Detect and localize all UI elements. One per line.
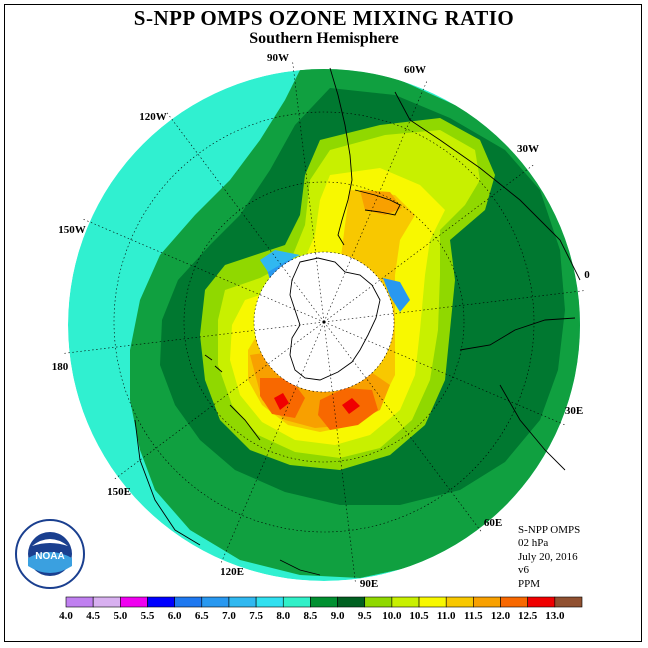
colorbar-label: 7.5 (249, 610, 263, 622)
colorbar-label: 6.5 (195, 610, 209, 622)
colorbar-swatch (147, 596, 175, 608)
colorbar-swatch (92, 596, 121, 608)
longitude-label: 120E (220, 566, 244, 578)
colorbar-label: 11.5 (464, 610, 483, 622)
antarctica-coast (289, 257, 381, 381)
map-title: S-NPP OMPS OZONE MIXING RATIO (133, 6, 515, 30)
info-date: July 20, 2016 (518, 550, 578, 563)
colorbar-label: 12.5 (518, 610, 538, 622)
longitude-label: 30W (517, 143, 539, 155)
colorbar-swatch (527, 596, 556, 608)
coastlines (134, 67, 581, 576)
colorbar-swatch (554, 596, 583, 608)
longitude-label: 60E (484, 517, 502, 529)
africa-coast (459, 317, 576, 471)
noaa-logo: NOAA (15, 519, 85, 589)
longitude-label: 90E (360, 578, 378, 590)
ozone-contour-7p5 (260, 250, 300, 272)
colorbar-label: 11.0 (437, 610, 456, 622)
ozone-contour-12p5 (274, 393, 360, 414)
colorbar-label: 4.0 (59, 610, 73, 622)
latitude-circle (183, 181, 465, 463)
colorbar-label: 10.5 (409, 610, 429, 622)
longitude-label: 30E (565, 405, 583, 417)
colorbar-swatch (418, 596, 447, 608)
latitude-circle (253, 251, 395, 393)
colorbar-label: 8.5 (304, 610, 318, 622)
longitude-label: 120W (139, 111, 167, 123)
longitude-label: 150W (58, 224, 86, 236)
colorbar-label: 4.5 (86, 610, 100, 622)
longitude-label: 0 (584, 269, 590, 281)
colorbar-swatch (364, 596, 393, 608)
longitude-labels: 90W 60W 30W 0 30E 60E 90E 120E 150E 180 150W 120W (52, 52, 591, 590)
colorbar-swatch (174, 596, 203, 608)
colorbar-swatch (391, 596, 420, 608)
colorbar-labels: 4.0 4.5 5.0 5.5 6.0 6.5 7.0 7.5 8.0 8.5 9.0 9.5 10.0… (59, 610, 565, 622)
colorbar-swatch (282, 596, 311, 608)
map-subtitle: Southern Hemisphere (249, 30, 399, 47)
graticule (63, 61, 585, 583)
new-zealand-coast (204, 354, 223, 373)
colorbar-swatch (255, 596, 284, 608)
noaa-logo-text: NOAA (35, 551, 64, 562)
colorbar-swatch (201, 596, 230, 608)
colorbar-swatch (500, 596, 528, 608)
longitude-label: 90W (267, 52, 289, 64)
australia-coast (134, 404, 321, 576)
colorbar-swatch (445, 596, 474, 608)
south-pole-marker (322, 320, 326, 324)
colorbar-label: 9.5 (358, 610, 372, 622)
colorbar-label: 7.0 (222, 610, 236, 622)
colorbar-label: 6.0 (168, 610, 182, 622)
colorbar-swatch (120, 596, 148, 608)
colorbar-swatch (337, 596, 366, 608)
colorbar-label: 10.0 (382, 610, 402, 622)
colorbar-swatch (228, 596, 257, 608)
info-instrument: S-NPP OMPS (518, 524, 581, 536)
colorbar-label: 13.0 (545, 610, 565, 622)
info-level: 02 hPa (518, 537, 549, 550)
product-info: S-NPP OMPS 02 hPa July 20, 2016 v6 PPM (518, 524, 580, 591)
colorbar-label: 8.0 (276, 610, 290, 622)
plot-frame (4, 4, 642, 642)
colorbar-label: 12.0 (491, 610, 511, 622)
colorbar-swatch (473, 596, 501, 608)
colorbar-label: 5.5 (141, 610, 155, 622)
info-version: v6 (518, 564, 529, 577)
colorbar-label: 5.0 (113, 610, 127, 622)
ozone-contour-12p0 (260, 378, 378, 430)
latitude-circle (113, 111, 535, 533)
longitude-label: 180 (52, 361, 69, 373)
south-america-coast (329, 67, 581, 281)
colorbar-label: 9.0 (331, 610, 345, 622)
info-units: PPM (518, 577, 541, 590)
colorbar-swatch (310, 596, 338, 608)
longitude-label: 60W (404, 64, 426, 76)
colorbar-swatch (65, 596, 94, 608)
colorbar-boxes (65, 596, 583, 608)
longitude-label: 150E (107, 486, 131, 498)
